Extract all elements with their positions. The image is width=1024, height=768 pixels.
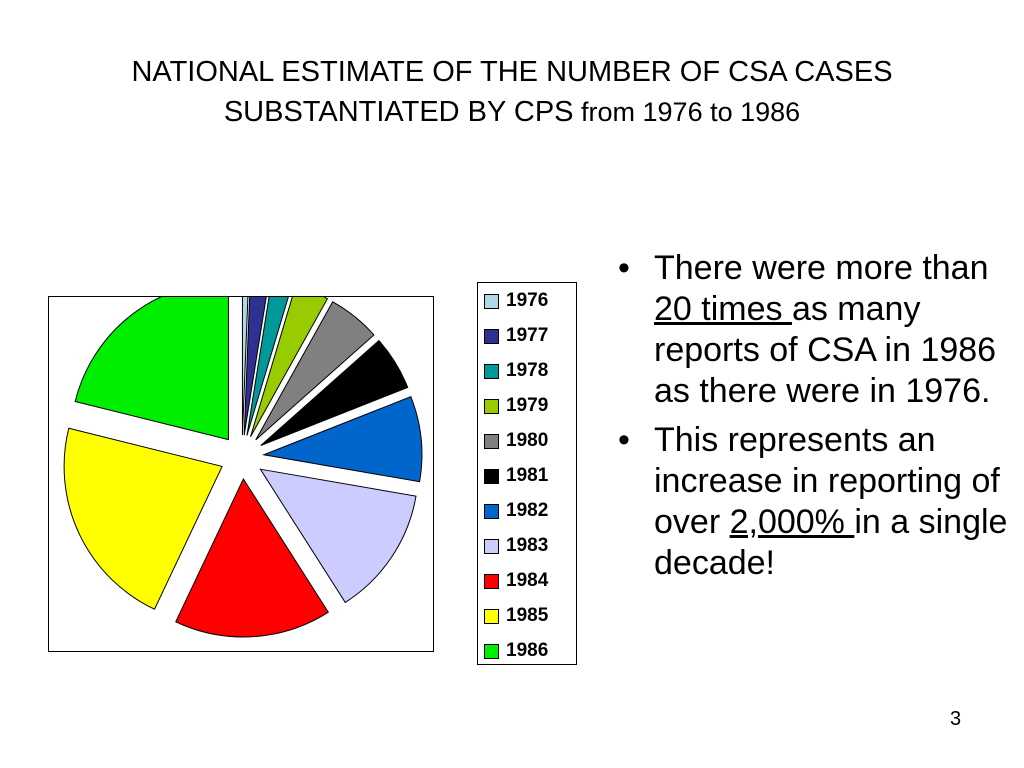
- title-line-2-tail: from 1976 to 1986: [573, 97, 801, 127]
- legend-label: 1982: [506, 500, 549, 521]
- legend-swatch: [484, 503, 499, 519]
- bullet-1-emphasis: 20 times: [654, 290, 792, 328]
- bullet-dot: •: [618, 249, 630, 287]
- pie-slice-1984: [175, 477, 330, 638]
- title-line-2: SUBSTANTIATED BY CPS from 1976 to 1986: [0, 92, 1024, 132]
- legend-swatch: [484, 573, 499, 589]
- pie-slice-1985: [63, 427, 223, 610]
- legend-swatch: [484, 433, 499, 449]
- legend-swatch: [484, 608, 499, 624]
- legend-label: 1983: [506, 535, 549, 556]
- legend-swatch: [484, 363, 499, 379]
- legend-label: 1978: [506, 360, 549, 381]
- pie-slice-1976: [241, 297, 249, 436]
- pie-slice-1983: [259, 468, 417, 604]
- legend-item-1979: 1979: [484, 394, 548, 418]
- bullet-item-1: • There were more than 20 times as many …: [616, 248, 1016, 412]
- pie-slice-1978: [246, 297, 289, 436]
- bullet-2-text: This represents an increase in reporting…: [654, 421, 1000, 541]
- pie-slice-1982: [262, 396, 423, 483]
- legend-label: 1980: [506, 430, 549, 451]
- legend-item-1986: 1986: [484, 639, 548, 663]
- legend-label: 1985: [506, 605, 549, 626]
- pie-slice-1977: [243, 297, 267, 436]
- page-number: 3: [950, 708, 962, 730]
- legend-item-1978: 1978: [484, 359, 548, 383]
- title-line-1: NATIONAL ESTIMATE OF THE NUMBER OF CSA C…: [131, 56, 893, 88]
- legend-swatch: [484, 538, 499, 554]
- slide-title: NATIONAL ESTIMATE OF THE NUMBER OF CSA C…: [0, 52, 1024, 132]
- bullet-item-2: • This represents an increase in reporti…: [616, 420, 1016, 584]
- pie-chart-frame: [48, 296, 434, 652]
- bullet-2-emphasis: 2,000%: [729, 503, 855, 541]
- legend-item-1976: 1976: [484, 289, 548, 313]
- bullet-1-text: There were more than: [654, 249, 989, 287]
- legend-label: 1981: [506, 465, 549, 486]
- bullet-list: • There were more than 20 times as many …: [616, 248, 1016, 592]
- legend-label: 1979: [506, 395, 549, 416]
- legend-swatch: [484, 398, 499, 414]
- title-line-2-main: SUBSTANTIATED BY CPS: [223, 96, 574, 128]
- bullet-dot: •: [618, 421, 630, 459]
- legend-item-1977: 1977: [484, 324, 548, 348]
- pie-chart: [63, 297, 423, 638]
- legend-label: 1976: [506, 290, 549, 311]
- pie-slice-1986: [74, 297, 229, 441]
- legend-item-1983: 1983: [484, 534, 548, 558]
- legend-swatch: [484, 293, 499, 309]
- legend-swatch: [484, 643, 499, 659]
- legend-item-1985: 1985: [484, 604, 548, 628]
- pie-slice-1981: [260, 339, 409, 446]
- legend-swatch: [484, 328, 499, 344]
- legend-label: 1977: [506, 325, 549, 346]
- bullet-2-text-end: in a single decade!: [654, 503, 1008, 582]
- pie-slice-1980: [255, 301, 375, 441]
- legend-label: 1986: [506, 640, 549, 661]
- legend-item-1980: 1980: [484, 429, 548, 453]
- legend-label: 1984: [506, 570, 549, 591]
- pie-slice-1979: [250, 297, 329, 437]
- bullet-1-text-end: as many reports of CSA in 1986 as there …: [654, 290, 997, 410]
- legend-item-1984: 1984: [484, 569, 548, 593]
- legend-item-1982: 1982: [484, 499, 548, 523]
- legend-swatch: [484, 468, 499, 484]
- legend-item-1981: 1981: [484, 464, 548, 488]
- chart-legend: 1976 1977 1978 1979 1980 1981 1982 1983 1984 1985…: [477, 282, 577, 665]
